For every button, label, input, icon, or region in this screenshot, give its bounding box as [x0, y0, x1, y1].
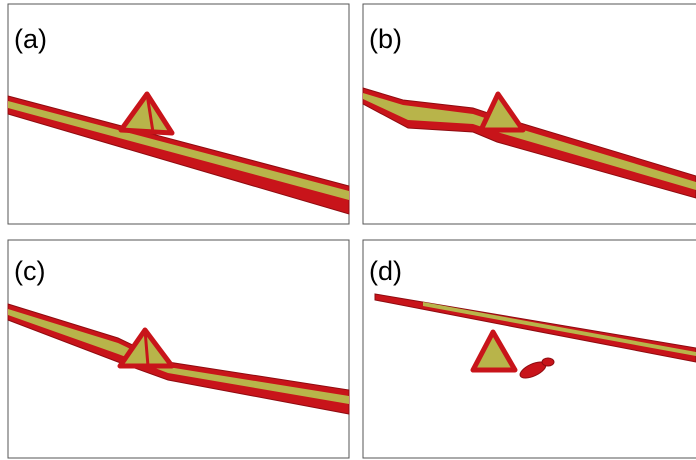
- panel: (b): [363, 4, 696, 224]
- panel-frame: [8, 240, 349, 458]
- panel: (a): [8, 4, 349, 224]
- panel-label: (d): [369, 256, 402, 286]
- page: (a) (b) (c) (d) (() => { const data = JS…: [0, 0, 696, 460]
- panel-label: (b): [369, 24, 402, 54]
- figure: (a) (b) (c) (d): [0, 0, 696, 460]
- panel-label: (c): [14, 256, 45, 286]
- panel-label: (a): [14, 24, 47, 54]
- panel: (d): [363, 240, 696, 458]
- debris: [542, 358, 554, 366]
- panel: (c): [8, 240, 349, 458]
